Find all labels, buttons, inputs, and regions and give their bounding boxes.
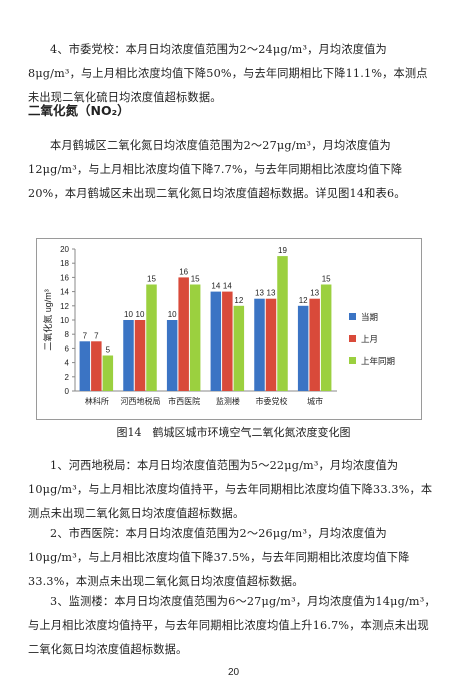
bar-value-label: 15 xyxy=(147,275,156,284)
bar-value-label: 12 xyxy=(234,296,243,305)
y-tick-label: 2 xyxy=(65,373,70,382)
y-tick-label: 20 xyxy=(60,245,69,254)
y-tick-label: 12 xyxy=(60,302,69,311)
bar xyxy=(277,256,288,391)
y-tick-label: 0 xyxy=(65,387,70,396)
paragraph-no2-intro: 本月鹤城区二氧化氮日均浓度值范围为2～27μg/m³，月均浓度值为12μg/m³… xyxy=(28,139,406,200)
y-tick-label: 18 xyxy=(60,259,69,268)
bar-value-label: 15 xyxy=(322,275,331,284)
legend-label: 当期 xyxy=(361,312,378,322)
bar-value-label: 12 xyxy=(299,296,308,305)
section-heading-no2: 二氧化氮（NO₂） xyxy=(28,103,130,118)
bar xyxy=(146,284,157,391)
y-tick-label: 8 xyxy=(65,330,70,339)
x-category-label: 河西地税局 xyxy=(121,396,161,406)
bar-value-label: 19 xyxy=(278,246,287,255)
bar xyxy=(210,291,222,391)
y-tick-label: 16 xyxy=(60,273,69,282)
page-number: 20 xyxy=(227,667,240,678)
bar xyxy=(166,320,178,391)
bar xyxy=(254,298,265,391)
bar xyxy=(265,298,277,391)
bar-value-label: 15 xyxy=(191,275,200,284)
bar-value-label: 10 xyxy=(168,310,177,319)
bar xyxy=(123,320,134,391)
bar xyxy=(102,355,114,391)
paragraph-shixi: 2、市西医院：本月日均浓度值范围为2～26μg/m³，月均浓度值为10μg/m³… xyxy=(28,527,410,588)
bar xyxy=(91,341,102,391)
x-category-label: 监测楼 xyxy=(216,396,240,406)
chart-container: 0 2 4 6 8 10 12 14 16 18 20 二氧化氮 ug/m³ 7 7 5 林科所 10 10 15 河… xyxy=(36,238,422,420)
bar-value-label: 14 xyxy=(223,282,232,291)
bar-value-label: 10 xyxy=(124,310,133,319)
bar-value-label: 14 xyxy=(211,282,220,291)
legend-label: 上年同期 xyxy=(361,356,395,366)
y-tick-label: 6 xyxy=(65,344,70,353)
bar-value-label: 13 xyxy=(267,289,276,298)
x-category-label: 城市 xyxy=(307,396,323,406)
legend-swatch xyxy=(349,357,356,364)
bar xyxy=(79,341,91,391)
y-tick-label: 14 xyxy=(60,288,69,297)
bar-value-label: 16 xyxy=(179,267,188,276)
bar xyxy=(134,320,146,391)
paragraph-jiancelou: 3、监测楼：本月日均浓度值范围为6～27μg/m³，月均浓度值为14μg/m³，… xyxy=(28,595,436,656)
bar xyxy=(233,305,245,391)
bar xyxy=(222,291,233,391)
x-category-label: 林科所 xyxy=(85,396,109,406)
bar xyxy=(297,305,309,391)
bar xyxy=(178,277,189,391)
y-tick-label: 4 xyxy=(65,359,70,368)
bar-value-label: 13 xyxy=(255,289,264,298)
legend-swatch xyxy=(349,335,356,342)
legend-label: 上月 xyxy=(361,334,378,344)
x-category-label: 市委党校 xyxy=(256,396,288,406)
bar-value-label: 7 xyxy=(83,331,88,340)
bar xyxy=(320,284,332,391)
bar xyxy=(189,284,201,391)
bar-value-label: 7 xyxy=(94,331,99,340)
y-axis-label: 二氧化氮 ug/m³ xyxy=(42,289,53,351)
paragraph-hexi: 1、河西地税局：本月日均浓度值范围为5～22μg/m³，月均浓度值为10μg/m… xyxy=(28,459,433,520)
y-tick-label: 10 xyxy=(60,316,69,325)
bar-value-label: 13 xyxy=(310,289,319,298)
bar-value-label: 10 xyxy=(136,310,145,319)
bar-value-label: 5 xyxy=(106,346,111,355)
legend-swatch xyxy=(349,313,356,320)
x-category-label: 市西医院 xyxy=(168,396,200,406)
figure-caption: 图14 鹤城区城市环境空气二氧化氮浓度变化图 xyxy=(116,426,351,439)
bar xyxy=(309,298,320,391)
paragraph-dangxiao: 4、市委党校：本月日均浓度值范围为2～24μg/m³，月均浓度值为8μg/m³，… xyxy=(28,43,428,104)
